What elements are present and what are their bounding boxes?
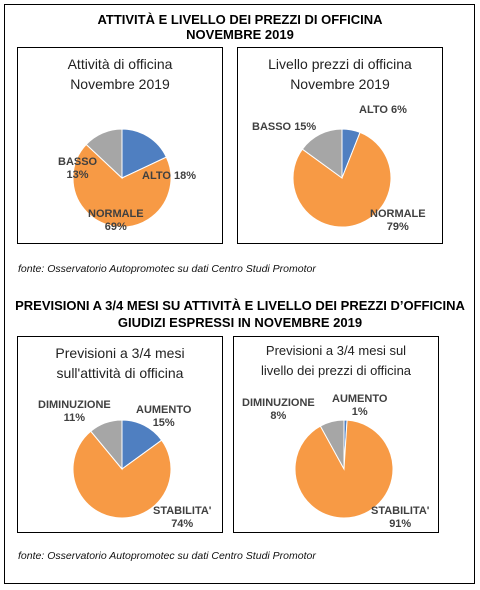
pie-title-line1: Previsioni a 3/4 mesi <box>55 345 185 361</box>
slice-label-diminuzione: DIMINUZIONE 11% <box>38 399 111 424</box>
slice-normale <box>292 131 392 228</box>
section2-title-line2: GIUDIZI ESPRESSI IN NOVEMBRE 2019 <box>117 315 363 330</box>
slice-basso <box>301 128 343 179</box>
slice-label-normale: NORMALE 69% <box>88 208 144 233</box>
slice-label-aumento: AUMENTO 15% <box>136 404 192 429</box>
slice-label-stabilita: STABILITA' 74% <box>153 505 212 530</box>
slice-label-alto: ALTO 6% <box>359 104 407 116</box>
pie-title-line1: Previsioni a 3/4 mesi sul <box>265 343 407 358</box>
figure-frame <box>4 4 475 584</box>
slice-diminuzione <box>90 419 123 471</box>
slice-label-basso: BASSO 15% <box>252 121 317 133</box>
pie-title-line2: Novembre 2019 <box>70 76 170 92</box>
pie-panel-previsioni-prezzi: Previsioni a 3/4 mesi sul livello dei pr… <box>233 336 439 533</box>
section1-title-line2: NOVEMBRE 2019 <box>186 27 294 42</box>
pie-panel-prezzi: Livello prezzi di officina Novembre 2019… <box>237 47 443 244</box>
pie-panel-title: Previsioni a 3/4 mesi sull'attività di o… <box>18 343 222 383</box>
slice-label-normale: NORMALE 79% <box>370 208 426 233</box>
slice-stabilita <box>72 430 172 519</box>
pie-title-line1: Attività di officina <box>67 56 173 72</box>
pie-title-line2: livello dei prezzi di officina <box>260 363 412 378</box>
section2-title-line1: PREVISIONI A 3/4 MESI SU ATTIVITÀ E LIVE… <box>15 298 465 313</box>
slice-label-diminuzione: DIMINUZIONE 8% <box>242 397 315 422</box>
source-note: fonte: Osservatorio Autopromotec su dati… <box>18 550 316 562</box>
pie-panel-title: Previsioni a 3/4 mesi sul livello dei pr… <box>234 341 438 381</box>
pie-chart <box>294 419 394 519</box>
pie-panel-attivita: Attività di officina Novembre 2019 ALTO … <box>17 47 223 244</box>
pie-chart <box>72 419 172 519</box>
slice-diminuzione <box>319 419 345 470</box>
pie-chart <box>292 128 392 228</box>
slice-label-aumento: AUMENTO 1% <box>332 393 388 418</box>
pie-title-line1: Livello prezzi di officina <box>268 56 412 72</box>
pie-title-line2: sull'attività di officina <box>56 365 184 381</box>
slice-normale <box>72 143 172 228</box>
slice-label-basso: BASSO 13% <box>58 156 98 181</box>
section1-title-line1: ATTIVITÀ E LIVELLO DEI PREZZI DI OFFICIN… <box>97 12 383 27</box>
source-note: fonte: Osservatorio Autopromotec su dati… <box>18 263 316 275</box>
pie-panel-title: Attività di officina Novembre 2019 <box>18 54 222 94</box>
pie-title-line2: Novembre 2019 <box>290 76 390 92</box>
pie-panel-previsioni-attivita: Previsioni a 3/4 mesi sull'attività di o… <box>17 336 223 533</box>
slice-alto <box>121 128 168 179</box>
slice-basso <box>85 128 123 180</box>
slice-label-alto: ALTO 18% <box>142 170 197 182</box>
pie-chart <box>72 128 172 228</box>
slice-label-stabilita: STABILITA' 91% <box>371 505 430 530</box>
pie-panel-title: Livello prezzi di officina Novembre 2019 <box>238 54 442 94</box>
